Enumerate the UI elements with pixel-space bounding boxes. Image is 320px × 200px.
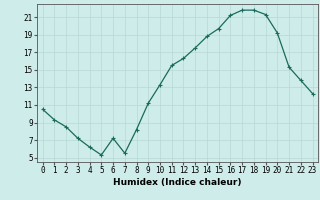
X-axis label: Humidex (Indice chaleur): Humidex (Indice chaleur) xyxy=(113,178,242,187)
